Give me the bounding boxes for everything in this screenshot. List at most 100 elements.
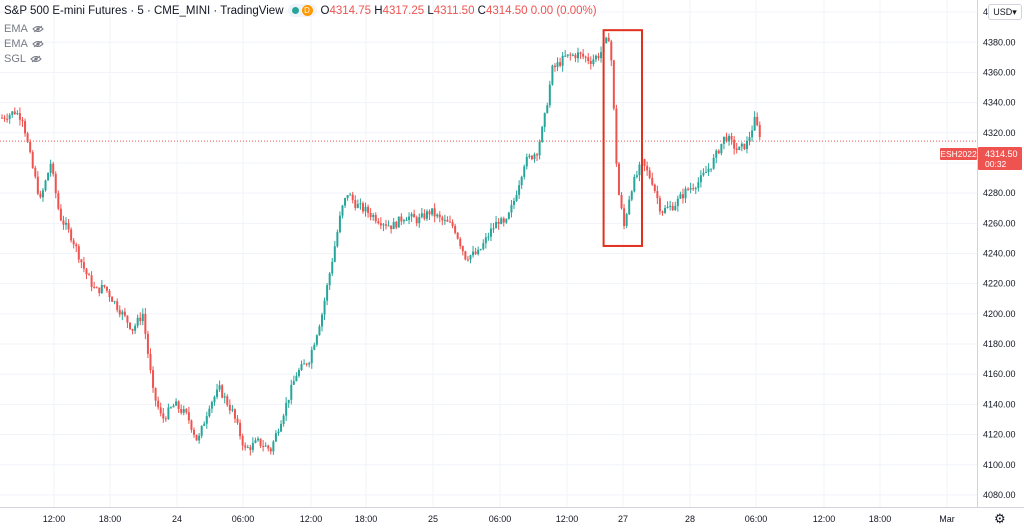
candle-body <box>287 399 290 403</box>
eye-icon[interactable] <box>32 40 44 48</box>
candle-body <box>200 425 203 436</box>
candle-body <box>466 259 469 261</box>
candle-body <box>123 311 126 316</box>
eye-icon[interactable] <box>32 25 44 33</box>
indicator-sgl[interactable]: SGL <box>4 53 42 65</box>
price-axis[interactable]: 4080.00 4100.00 4120.00 4140.00 4160.00 4180.… <box>983 7 1016 500</box>
candle-body <box>451 221 454 227</box>
highlight-box <box>602 29 643 247</box>
candle-body <box>428 211 431 215</box>
candle-body <box>118 309 121 315</box>
candle-body <box>377 221 380 224</box>
candle-body <box>187 412 190 421</box>
x-tick-label: 27 <box>618 514 628 524</box>
candle-body <box>208 408 211 417</box>
candle-body <box>113 301 116 303</box>
candle-body <box>438 214 441 218</box>
candle-body <box>269 448 272 452</box>
candle-body <box>579 52 582 54</box>
x-tick-label: 06:00 <box>745 514 768 524</box>
candle-body <box>159 407 162 414</box>
candle-body <box>489 228 492 237</box>
candle-body <box>65 222 67 225</box>
candle-body <box>687 188 690 190</box>
candle-body <box>39 193 42 198</box>
candle-body <box>111 296 114 302</box>
candle-body <box>456 232 459 239</box>
candle-body <box>733 139 736 149</box>
eye-icon[interactable] <box>30 55 42 63</box>
candle-body <box>157 400 160 408</box>
candle-body <box>233 409 236 419</box>
candle-body <box>349 194 352 196</box>
candle-body <box>67 222 70 230</box>
candle-body <box>1 117 3 119</box>
candle-body <box>356 204 359 208</box>
indicator-ema-1[interactable]: EMA <box>4 23 44 35</box>
candle-body <box>36 176 39 194</box>
candle-body <box>635 175 638 177</box>
candle-body <box>49 163 52 173</box>
candle-body <box>272 441 275 452</box>
candle-body <box>95 287 98 289</box>
x-tick-label: 12:00 <box>813 514 836 524</box>
candle-body <box>751 130 754 138</box>
candle-body <box>612 60 615 109</box>
candle-body <box>100 284 103 294</box>
candle-body <box>297 370 300 376</box>
candle-body <box>379 223 382 226</box>
candle-body <box>658 198 661 212</box>
candle-body <box>11 111 14 115</box>
candle-body <box>226 396 229 405</box>
candle-body <box>648 170 651 178</box>
chart-grid <box>0 0 977 507</box>
candle-body <box>13 111 16 115</box>
candle-body <box>285 402 288 416</box>
candle-body <box>218 385 221 390</box>
candle-body <box>551 65 554 85</box>
candle-body <box>180 409 183 413</box>
candle-body <box>354 200 357 208</box>
candle-body <box>592 59 595 64</box>
candle-body <box>152 370 155 388</box>
candle-body <box>689 188 692 190</box>
time-axis[interactable]: 12:00 18:00 24 06:00 12:00 18:00 25 06:00 12:00 2… <box>43 514 955 524</box>
candle-body <box>666 206 669 209</box>
candle-body <box>753 116 756 131</box>
status-badge[interactable]: D <box>287 4 317 17</box>
candle-body <box>90 275 93 287</box>
gear-icon[interactable]: ⚙ <box>994 511 1006 526</box>
candle-body <box>193 429 195 435</box>
price-tag-countdown: 00:32 <box>985 159 1007 169</box>
candle-body <box>98 287 101 294</box>
candle-body <box>577 52 579 59</box>
candle-body <box>520 176 523 186</box>
candle-body <box>210 402 213 409</box>
candle-body <box>743 143 746 150</box>
symbol-title[interactable]: S&P 500 E-mini Futures · 5 · CME_MINI · … <box>4 4 284 17</box>
candle-body <box>610 41 613 61</box>
candle-body <box>16 113 19 115</box>
y-tick-label: 4360.00 <box>983 67 1016 77</box>
candle-body <box>546 105 549 113</box>
candle-body <box>566 54 569 56</box>
candle-body <box>385 224 387 226</box>
price-tag-symbol: ESH2022 <box>940 149 977 159</box>
candle-body <box>249 447 252 450</box>
x-tick-label: Mar <box>939 514 955 524</box>
indicator-ema-2[interactable]: EMA <box>4 38 44 50</box>
x-tick-label: 18:00 <box>99 514 122 524</box>
candle-body <box>392 221 395 230</box>
currency-selector[interactable]: USD ▾ <box>988 4 1022 20</box>
y-tick-label: 4140.00 <box>983 399 1016 409</box>
candle-body <box>674 205 677 211</box>
candle-body <box>707 168 710 172</box>
candle-body <box>628 199 631 215</box>
candle-body <box>175 401 178 406</box>
candle-body <box>541 126 544 142</box>
candle-body <box>318 326 321 336</box>
candle-body <box>144 313 147 334</box>
candle-body <box>290 384 293 400</box>
candle-body <box>267 445 270 449</box>
